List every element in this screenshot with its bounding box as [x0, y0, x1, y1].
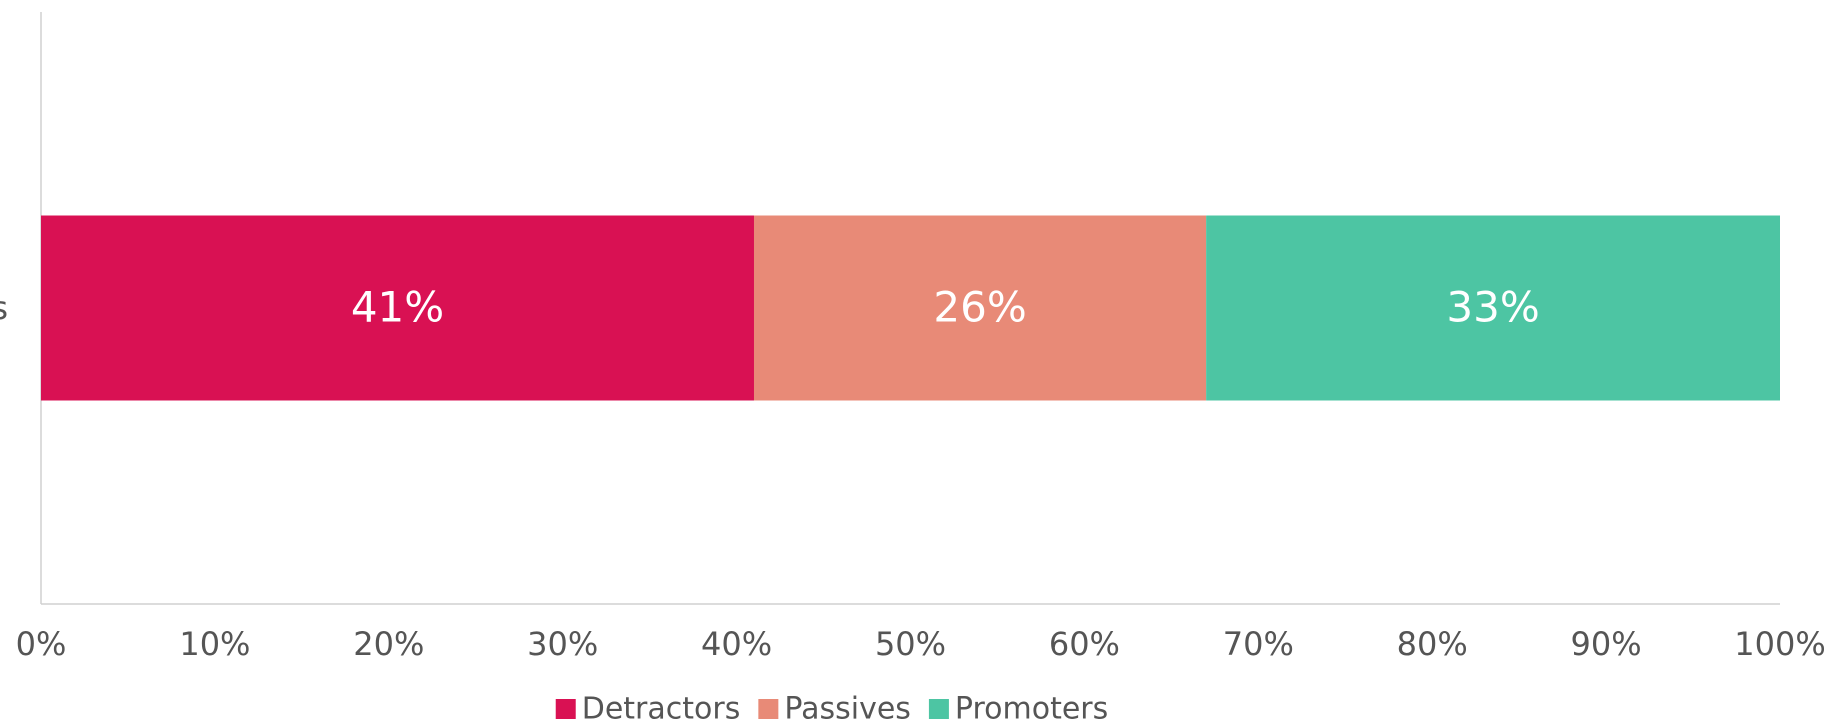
x-tick-label: 40%: [701, 625, 772, 663]
legend-swatch: [928, 699, 949, 719]
data-label: 41%: [351, 283, 444, 332]
legend-label: Promoters: [955, 692, 1108, 723]
x-tick-label: 50%: [875, 625, 946, 663]
x-tick-label: 30%: [527, 625, 598, 663]
legend-label: Detractors: [582, 692, 741, 723]
bar-segment: [753, 215, 1207, 401]
data-label: 33%: [1446, 283, 1539, 332]
x-tick-label: 70%: [1223, 625, 1294, 663]
x-tick-label: 100%: [1734, 625, 1825, 663]
x-tick-label: 20%: [353, 625, 424, 663]
bar-segment: [1206, 215, 1780, 401]
x-tick-label: 80%: [1397, 625, 1468, 663]
x-tick-label: 60%: [1049, 625, 1120, 663]
x-tick-label: 90%: [1571, 625, 1642, 663]
y-tick-label: s: [0, 289, 8, 327]
legend-swatch: [758, 699, 779, 719]
legend-swatch: [555, 699, 576, 719]
x-tick-label: 0%: [16, 625, 67, 663]
data-label: 26%: [933, 283, 1026, 332]
bar-segment: [41, 215, 754, 401]
legend-label: Passives: [784, 692, 911, 723]
x-tick-label: 10%: [179, 625, 250, 663]
